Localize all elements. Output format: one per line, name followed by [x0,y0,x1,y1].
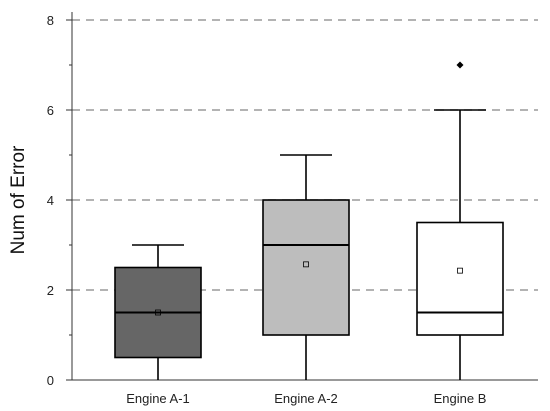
box-2 [416,61,504,380]
iqr-box [416,221,504,336]
y-axis-label: Num of Error [8,145,29,254]
y-tick-label: 6 [47,103,54,118]
y-tick-label: 2 [47,283,54,298]
boxes [114,61,504,380]
iqr-box [262,199,350,336]
mean-marker [155,309,161,316]
y-tick-label: 0 [47,373,54,388]
mean-marker [457,267,463,274]
x-tick-label: Engine B [434,391,487,406]
y-tick-label: 4 [47,193,54,208]
box-1 [262,154,350,380]
x-tick-label: Engine A-1 [126,391,190,406]
mean-marker [303,261,309,268]
y-tick-label: 8 [47,13,54,28]
x-tick-label: Engine A-2 [274,391,338,406]
category-labels: Engine A-1 Engine A-2 Engine B [126,391,486,406]
outlier-point [456,61,464,69]
box-0 [114,244,202,380]
